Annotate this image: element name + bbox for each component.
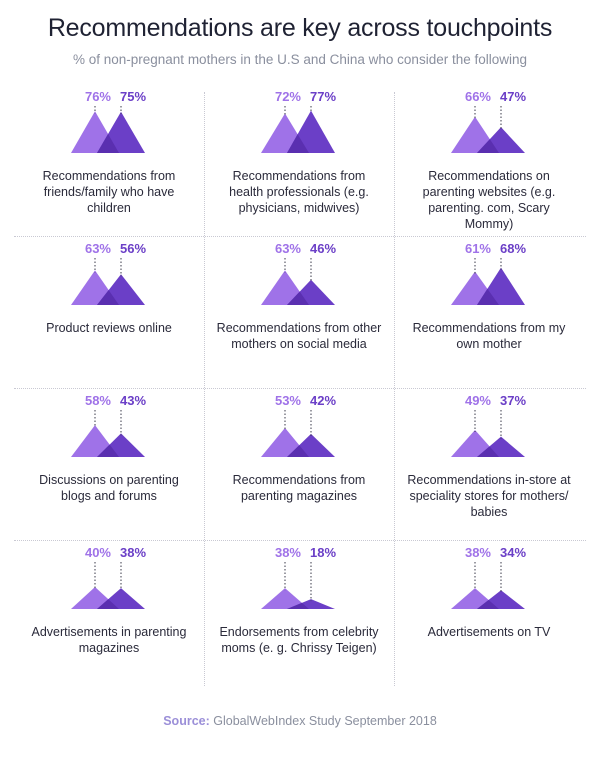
series-a-value-label: 63%: [84, 241, 111, 256]
overlap-area: [477, 590, 499, 609]
series-b-value-label: 34%: [500, 545, 527, 560]
overlap-area: [97, 588, 119, 609]
series-a-value-label: 58%: [84, 393, 111, 408]
series-a-value-label: 38%: [274, 545, 301, 560]
chart-title: Recommendations are key across touchpoin…: [47, 14, 553, 42]
overlap-area: [287, 113, 309, 153]
overlap-area: [287, 433, 309, 457]
series-b-value-label: 18%: [310, 545, 337, 560]
series-a-triangle: [261, 588, 309, 609]
cell-chart-svg: [451, 258, 525, 305]
cell-chart-svg: [451, 106, 525, 153]
category-label: Recommendations from my own mother: [412, 321, 566, 351]
category-label: Product reviews online: [46, 321, 172, 335]
overlap-area: [97, 274, 119, 305]
cell-chart-svg: [71, 410, 145, 457]
row-divider: [14, 388, 586, 389]
category-label: Endorsements from celebrity moms (e. g. …: [219, 625, 379, 655]
column-divider: [394, 92, 395, 686]
series-b-value-label: 77%: [310, 89, 337, 104]
series-a-value-label: 40%: [84, 545, 111, 560]
chart-cell: 66% 47% Recommendations on parenting websi…: [394, 84, 584, 236]
cell-chart-svg: [71, 258, 145, 305]
chart-subtitle: % of non-pregnant mothers in the U.S and…: [72, 52, 528, 67]
overlap-area: [97, 111, 119, 153]
series-b-value-label: 38%: [120, 545, 147, 560]
chart-cell: 63% 56% Product reviews online: [14, 236, 204, 388]
series-b-value-label: 75%: [120, 89, 147, 104]
category-label: Recommendations from other mothers on so…: [216, 321, 382, 351]
series-a-value-label: 66%: [464, 89, 491, 104]
overlap-area: [97, 433, 119, 457]
overlap-area: [477, 271, 499, 305]
chart-cell: 63% 46% Recommendations from other mothers…: [204, 236, 394, 388]
overlap-area: [287, 599, 309, 609]
cell-chart-svg: [261, 562, 335, 609]
series-b-value-label: 46%: [310, 241, 337, 256]
column-divider: [204, 92, 205, 686]
category-label: Discussions on parenting blogs and forum…: [39, 473, 179, 503]
series-b-value-label: 47%: [500, 89, 527, 104]
overlap-area: [287, 279, 309, 305]
chart-cell: 72% 77% Recommendations from health profes…: [204, 84, 394, 236]
series-a-value-label: 38%: [464, 545, 491, 560]
chart-cell: 58% 43% Discussions on parenting blogs and…: [14, 388, 204, 540]
cell-chart-svg: [261, 410, 335, 457]
series-a-value-label: 49%: [464, 393, 491, 408]
series-b-value-label: 68%: [500, 241, 527, 256]
category-label: Advertisements in parenting magazines: [31, 625, 187, 655]
row-divider: [14, 236, 586, 237]
category-label: Recommendations from friends/family who …: [42, 169, 176, 215]
series-a-value-label: 63%: [274, 241, 301, 256]
chart-cell: 38% 34% Advertisements on TV: [394, 540, 584, 692]
series-a-value-label: 76%: [84, 89, 111, 104]
cell-chart-svg: [261, 258, 335, 305]
chart-cell: 38% 18% Endorsements from celebrity moms (…: [204, 540, 394, 692]
series-a-value-label: 72%: [274, 89, 301, 104]
source-label: Source:: [163, 714, 210, 728]
chart-cell: 49% 37% Recommendations in-store at specia…: [394, 388, 584, 540]
chart-cell: 61% 68% Recommendations from my own mother: [394, 236, 584, 388]
category-label: Recommendations from parenting magazines: [232, 473, 366, 503]
series-a-value-label: 61%: [464, 241, 491, 256]
cell-chart-svg: [451, 410, 525, 457]
chart-grid: 76% 75% Recommendations from friends/famil…: [14, 84, 586, 694]
category-label: Recommendations on parenting websites (e…: [422, 169, 556, 231]
series-b-value-label: 42%: [310, 393, 337, 408]
series-a-value-label: 53%: [274, 393, 301, 408]
source-note: Source: GlobalWebIndex Study September 2…: [0, 714, 600, 728]
cell-chart-svg: [71, 106, 145, 153]
series-b-value-label: 43%: [120, 393, 147, 408]
overlap-area: [477, 127, 499, 153]
source-text: GlobalWebIndex Study September 2018: [213, 714, 437, 728]
series-b-value-label: 37%: [500, 393, 527, 408]
category-label: Recommendations in-store at speciality s…: [407, 473, 571, 519]
cell-chart-svg: [451, 562, 525, 609]
chart-cell: 76% 75% Recommendations from friends/famil…: [14, 84, 204, 236]
overlap-area: [477, 436, 499, 457]
chart-cell: 40% 38% Advertisements in parenting magazi…: [14, 540, 204, 692]
series-b-value-label: 56%: [120, 241, 147, 256]
category-label: Advertisements on TV: [427, 625, 551, 639]
cell-chart-svg: [71, 562, 145, 609]
chart-cell: 53% 42% Recommendations from parenting mag…: [204, 388, 394, 540]
row-divider: [14, 540, 586, 541]
cell-chart-svg: [261, 106, 335, 153]
category-label: Recommendations from health professional…: [229, 169, 369, 215]
